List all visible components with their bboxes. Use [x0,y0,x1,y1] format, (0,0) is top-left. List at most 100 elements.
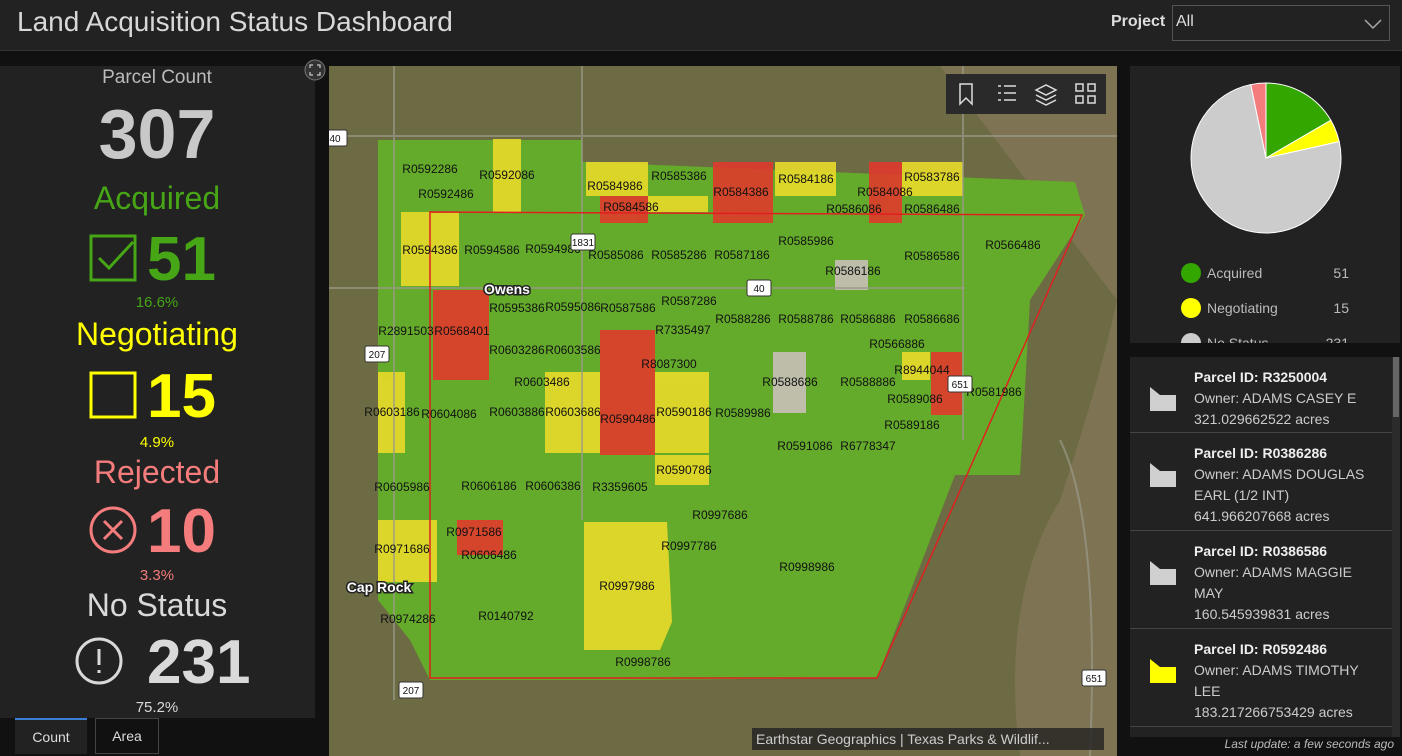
road-shield [364,345,390,363]
parcel-item[interactable]: Parcel ID: R3250004 Owner: ADAMS CASEY E 3… [1130,357,1392,433]
parcel-label: R0140792 [478,609,534,623]
parcel-label: R0587586 [600,301,656,315]
parcel-id: Parcel ID: R0386286 [1194,445,1328,461]
parcel-label: R0587186 [714,248,770,262]
summary-total: 307 [99,95,216,173]
parcel-item[interactable]: Parcel ID: R0386586 Owner: ADAMS MAGGIE M… [1130,531,1392,629]
parcel-label: R8944044 [894,363,950,377]
parcel-label: R0604086 [421,407,477,421]
tab-count[interactable]: Count [15,718,87,754]
road-number: 207 [369,350,386,361]
map-toolbar [946,74,1106,114]
parcel-label: R0997986 [599,579,655,593]
parcel-label: R3359605 [592,480,648,494]
parcel-label: R0590186 [656,405,712,419]
parcel-label: R0974286 [380,612,436,626]
parcel-label: R0586586 [904,249,960,263]
parcel-label: R0997686 [692,508,748,522]
parcel-label: R0603586 [545,343,601,357]
road-number: 1831 [572,238,595,249]
legend-value: 15 [1333,300,1349,316]
parcel-label: R0605986 [374,480,430,494]
status-count: 51 [147,225,216,294]
parcel-label: R0586486 [904,202,960,216]
parcel-owner: Owner: ADAMS TIMOTHY LEE [1194,662,1359,699]
parcel-text: Parcel ID: R3250004 Owner: ADAMS CASEY E 3… [1194,367,1384,430]
parcel-shape [1150,659,1176,683]
layers-button[interactable] [1034,84,1058,106]
parcel-label: R0585286 [651,248,707,262]
x-circle [89,506,137,554]
parcel-shape [1150,561,1176,585]
parcel-label: R0587286 [661,294,717,308]
parcel-label: R8087300 [641,357,697,371]
road-number: 651 [952,380,969,391]
status-label: Negotiating [76,316,238,352]
bookmarks-button[interactable] [959,83,973,106]
parcel-label: R0588886 [840,375,896,389]
parcel-text: Parcel ID: R0386586 Owner: ADAMS MAGGIE M… [1194,541,1384,625]
parcel-label: R0590486 [600,412,656,426]
status-label: Rejected [94,454,220,490]
parcel-label: R0584186 [778,172,834,186]
shape-fill [1150,387,1176,411]
summary-panel: Parcel Count 307 Acquired 51 16.6% Negotiatin… [0,66,315,718]
parcel-id: Parcel ID: R0592486 [1194,641,1328,657]
parcel-label: R0583786 [904,170,960,184]
parcel-id: Parcel ID: R3250004 [1194,369,1328,385]
legend-swatch [1181,263,1201,283]
parcel-label: R0595386 [489,301,545,315]
parcel-label: R0603286 [489,343,545,357]
road-shield [570,233,596,251]
parcel-label: R6778347 [840,439,896,453]
status-percent: 75.2% [136,699,179,716]
place-label: Owens [484,281,530,297]
road-shield [947,375,973,393]
expand-button[interactable] [304,59,326,81]
status-label: No Status [87,587,228,623]
alert-circle [75,637,123,685]
parcel-item[interactable]: Parcel ID: R0592486 Owner: ADAMS TIMOTHY … [1130,629,1392,727]
parcel-label: R0606386 [525,479,581,493]
parcel-list: Parcel ID: R3250004 Owner: ADAMS CASEY E 3… [1130,357,1400,737]
scroll-thumb[interactable] [1393,357,1399,417]
parcel-owner: Owner: ADAMS DOUGLAS EARL (1/2 INT) [1194,466,1365,503]
empty-box [89,371,137,419]
parcel-label: R0566886 [869,337,925,351]
shape-fill [1150,463,1176,487]
parcel-label: R0591086 [777,439,833,453]
map[interactable]: R0592286 R0592486 R0592086 R0584986 R0585386… [329,66,1117,756]
parcel-acres: 160.545939831 acres [1194,606,1330,622]
place-label: Cap Rock [347,579,412,595]
pie-slice [1250,82,1267,159]
dropdown-arrow [1364,19,1382,30]
scrollbar [1392,357,1400,737]
legend-button[interactable] [998,85,1016,101]
parcel-label: R0589186 [884,418,940,432]
parcel-label: R0584386 [713,185,769,199]
x-mark [102,519,124,541]
basemap-button[interactable] [1075,83,1096,104]
parcel-label: R2891503 [378,324,434,338]
parcel-label: R0584586 [603,200,659,214]
parcel-label: R7335497 [655,323,711,337]
project-label: Project [1111,13,1166,30]
parcel-owner: Owner: ADAMS MAGGIE MAY [1194,564,1352,601]
pie-slice [1265,82,1332,159]
parcel-item[interactable]: Parcel ID: R0386286 Owner: ADAMS DOUGLAS … [1130,433,1392,531]
status-icon [75,637,123,685]
parcel-label: R0606186 [461,479,517,493]
status-percent: 3.3% [140,567,174,584]
parcel-text: Parcel ID: R0592486 Owner: ADAMS TIMOTHY … [1194,639,1384,723]
parcel-label: R0592286 [402,162,458,176]
legend-label: No Status [1207,335,1268,343]
parcel-label: R0588786 [778,312,834,326]
parcel-label: R0971686 [374,542,430,556]
tab-area[interactable]: Area [95,718,159,754]
parcel-label: R0594586 [464,243,520,257]
project-select[interactable] [1172,5,1390,41]
parcel-owner: Owner: ADAMS CASEY E [1194,390,1357,406]
parcel-label: R0589086 [887,392,943,406]
